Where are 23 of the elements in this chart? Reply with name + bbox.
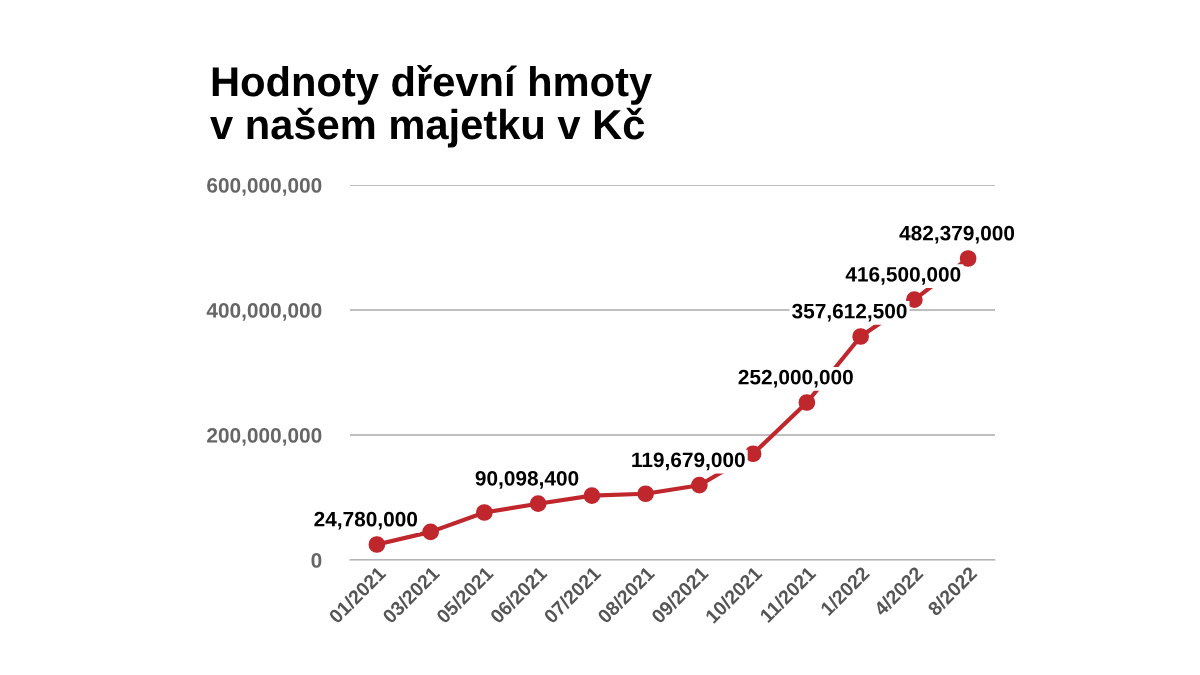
point — [529, 495, 547, 513]
point — [637, 485, 654, 503]
data-label: 119,679,000 — [632, 452, 745, 471]
data-label: 252,000,000 — [738, 369, 853, 388]
data-label: 24,780,000 — [314, 511, 418, 530]
point — [368, 536, 386, 553]
y-tick-label: 0 — [311, 553, 322, 568]
point — [583, 487, 601, 504]
point — [476, 504, 493, 521]
point — [959, 250, 977, 267]
point — [798, 394, 816, 411]
data-label: 90,098,400 — [475, 470, 579, 489]
chart-title: Hodnoty dřevní hmoty v našem majetku v Kč — [210, 65, 652, 148]
y-tick-label: 600,000,000 — [207, 178, 322, 196]
point — [422, 523, 439, 541]
point — [691, 476, 708, 494]
data-label: 416,500,000 — [845, 266, 961, 285]
point — [906, 291, 923, 309]
data-label: 482,379,000 — [899, 225, 1015, 244]
data-label: 357,612,500 — [792, 303, 907, 322]
y-tick-label: 400,000,000 — [206, 303, 322, 321]
y-tick-label: 200,000,000 — [207, 428, 322, 446]
point — [852, 328, 869, 345]
